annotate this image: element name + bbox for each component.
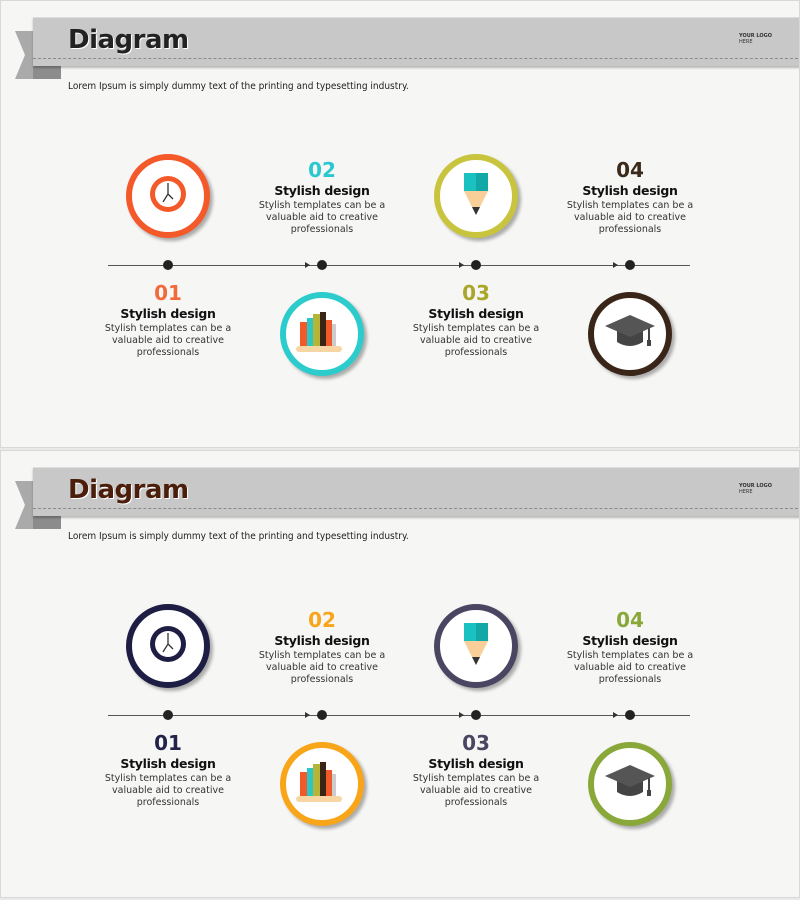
step-03: 03 Stylish design Stylish templates can … xyxy=(401,282,551,359)
page-title: Diagram xyxy=(68,475,189,505)
step-number: 01 xyxy=(154,281,182,305)
step-01: 01 Stylish design Stylish templates can … xyxy=(93,282,243,359)
logo-placeholder: YOUR LOGO HERE xyxy=(739,483,772,495)
slide: Diagram YOUR LOGO HERE Lorem Ipsum is sim… xyxy=(0,0,800,448)
step-description: Stylish templates can be a valuable aid … xyxy=(104,773,232,808)
graduation-cap-icon xyxy=(603,762,657,806)
step-icon-circle xyxy=(434,154,518,238)
step-icon-circle xyxy=(280,742,364,826)
step-icon-circle xyxy=(434,604,518,688)
logo-line1: YOUR LOGO xyxy=(739,33,772,39)
ribbon-fold-shadow xyxy=(33,515,61,529)
arrow-icon xyxy=(459,262,464,268)
step-number: 03 xyxy=(462,731,490,755)
step-icon-circle xyxy=(126,604,210,688)
arrow-icon xyxy=(613,712,618,718)
arrow-icon xyxy=(459,712,464,718)
step-description: Stylish templates can be a valuable aid … xyxy=(412,773,540,808)
clock-icon xyxy=(148,174,188,218)
timeline-line xyxy=(108,265,690,266)
stitch-line xyxy=(33,58,799,59)
subtitle: Lorem Ipsum is simply dummy text of the … xyxy=(68,81,409,92)
step-title: Stylish design xyxy=(582,633,678,648)
title-banner xyxy=(33,467,799,516)
subtitle: Lorem Ipsum is simply dummy text of the … xyxy=(68,531,409,542)
step-description: Stylish templates can be a valuable aid … xyxy=(566,200,694,235)
arrow-icon xyxy=(305,712,310,718)
step-description: Stylish templates can be a valuable aid … xyxy=(412,323,540,358)
arrow-icon xyxy=(305,262,310,268)
step-04: 04 Stylish design Stylish templates can … xyxy=(555,159,705,236)
step-icon-circle xyxy=(588,742,672,826)
step-title: Stylish design xyxy=(274,183,370,198)
timeline-dot xyxy=(317,260,327,270)
step-number: 01 xyxy=(154,731,182,755)
timeline-dot xyxy=(625,710,635,720)
timeline-dot xyxy=(471,710,481,720)
step-number: 04 xyxy=(616,608,644,632)
step-title: Stylish design xyxy=(274,633,370,648)
timeline-dot xyxy=(317,710,327,720)
step-description: Stylish templates can be a valuable aid … xyxy=(258,650,386,685)
timeline-dot xyxy=(163,260,173,270)
step-01: 01 Stylish design Stylish templates can … xyxy=(93,732,243,809)
logo-line2: HERE xyxy=(739,489,753,495)
step-title: Stylish design xyxy=(428,306,524,321)
step-description: Stylish templates can be a valuable aid … xyxy=(258,200,386,235)
step-number: 02 xyxy=(308,158,336,182)
logo-placeholder: YOUR LOGO HERE xyxy=(739,33,772,45)
step-title: Stylish design xyxy=(582,183,678,198)
logo-line2: HERE xyxy=(739,39,753,45)
step-title: Stylish design xyxy=(120,306,216,321)
step-number: 02 xyxy=(308,608,336,632)
step-title: Stylish design xyxy=(120,756,216,771)
step-icon-circle xyxy=(588,292,672,376)
step-02: 02 Stylish design Stylish templates can … xyxy=(247,159,397,236)
timeline-dot xyxy=(471,260,481,270)
books-icon xyxy=(292,760,352,808)
step-02: 02 Stylish design Stylish templates can … xyxy=(247,609,397,686)
graduation-cap-icon xyxy=(603,312,657,356)
books-icon xyxy=(292,310,352,358)
pencil-icon xyxy=(461,621,491,671)
step-description: Stylish templates can be a valuable aid … xyxy=(104,323,232,358)
step-description: Stylish templates can be a valuable aid … xyxy=(566,650,694,685)
step-03: 03 Stylish design Stylish templates can … xyxy=(401,732,551,809)
timeline-dot xyxy=(163,710,173,720)
stitch-line xyxy=(33,508,799,509)
ribbon-fold-shadow xyxy=(33,65,61,79)
slide: Diagram YOUR LOGO HERE Lorem Ipsum is sim… xyxy=(0,450,800,898)
step-icon-circle xyxy=(280,292,364,376)
timeline-line xyxy=(108,715,690,716)
step-icon-circle xyxy=(126,154,210,238)
timeline-dot xyxy=(625,260,635,270)
logo-line1: YOUR LOGO xyxy=(739,483,772,489)
pencil-icon xyxy=(461,171,491,221)
step-number: 03 xyxy=(462,281,490,305)
title-banner xyxy=(33,17,799,66)
step-title: Stylish design xyxy=(428,756,524,771)
page-title: Diagram xyxy=(68,25,189,55)
clock-icon xyxy=(148,624,188,668)
step-04: 04 Stylish design Stylish templates can … xyxy=(555,609,705,686)
arrow-icon xyxy=(613,262,618,268)
step-number: 04 xyxy=(616,158,644,182)
